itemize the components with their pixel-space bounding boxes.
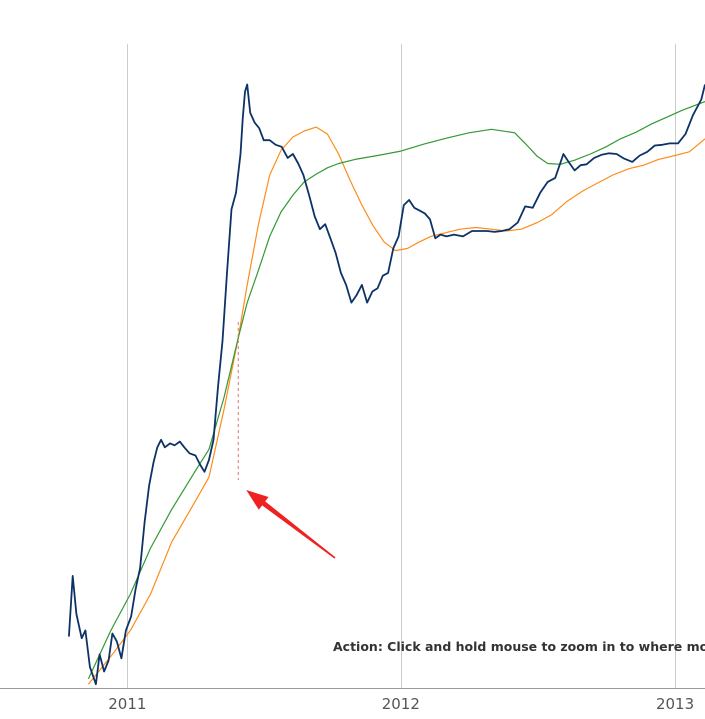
series-line-green	[87, 101, 705, 680]
series-layer	[68, 83, 705, 686]
x-tick-label-2013: 2013	[656, 695, 694, 713]
series-line-orange	[87, 126, 705, 685]
series-line-price	[68, 83, 705, 686]
x-tick-labels: 2011 2012 2013	[108, 695, 694, 713]
action-annotation: Action: Click and hold mouse to zoom in …	[333, 639, 705, 654]
red-arrow-icon	[246, 490, 336, 559]
x-tick-label-2012: 2012	[382, 695, 420, 713]
x-tick-label-2011: 2011	[108, 695, 146, 713]
grid-lines	[127, 44, 676, 688]
